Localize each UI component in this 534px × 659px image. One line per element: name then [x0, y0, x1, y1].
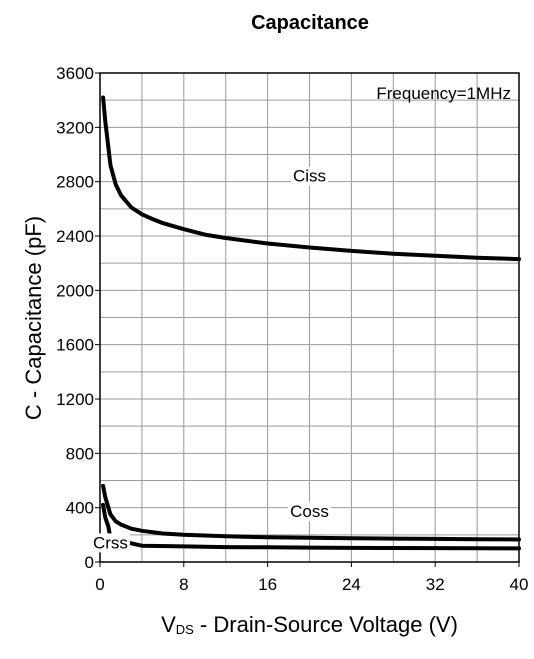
y-tick-label: 2000 [56, 281, 94, 300]
x-axis-label-subscript: DS [175, 622, 194, 637]
x-axis-label-v: V [161, 612, 176, 637]
chart-title: Capacitance [251, 12, 369, 34]
x-axis-label: VDS - Drain-Source Voltage (V) [100, 612, 519, 638]
series-label-crss: Crss [93, 533, 128, 552]
y-tick-label: 1600 [56, 336, 94, 355]
y-tick-label: 2800 [56, 173, 94, 192]
series-line-crss [101, 502, 521, 551]
x-tick-label: 8 [179, 575, 188, 594]
series-label-background [90, 533, 130, 553]
series-label-ciss: Ciss [293, 167, 326, 186]
x-tick-label: 16 [258, 575, 277, 594]
y-tick-label: 3200 [56, 118, 94, 137]
x-tick-label: 0 [95, 575, 104, 594]
x-tick-label: 32 [426, 575, 445, 594]
frequency-annotation: Frequency=1MHz [376, 84, 511, 103]
y-tick-label: 3600 [56, 64, 94, 83]
x-tick-label: 24 [342, 575, 361, 594]
x-axis-label-text: - Drain-Source Voltage (V) [193, 612, 458, 637]
series-line-coss [101, 483, 521, 542]
y-tick-label: 2400 [56, 227, 94, 246]
series-label-coss: Coss [290, 502, 329, 521]
series-label-background [290, 166, 329, 186]
y-tick-label: 400 [66, 499, 94, 518]
y-tick-label: 1200 [56, 390, 94, 409]
y-tick-label: 0 [85, 553, 94, 572]
y-axis-label: C - Capacitance (pF) [21, 215, 46, 421]
plot-frame [99, 72, 520, 563]
series-line-ciss [101, 95, 521, 262]
y-tick-label: 800 [66, 444, 94, 463]
series-label-background [288, 502, 331, 522]
x-tick-label: 40 [510, 575, 529, 594]
